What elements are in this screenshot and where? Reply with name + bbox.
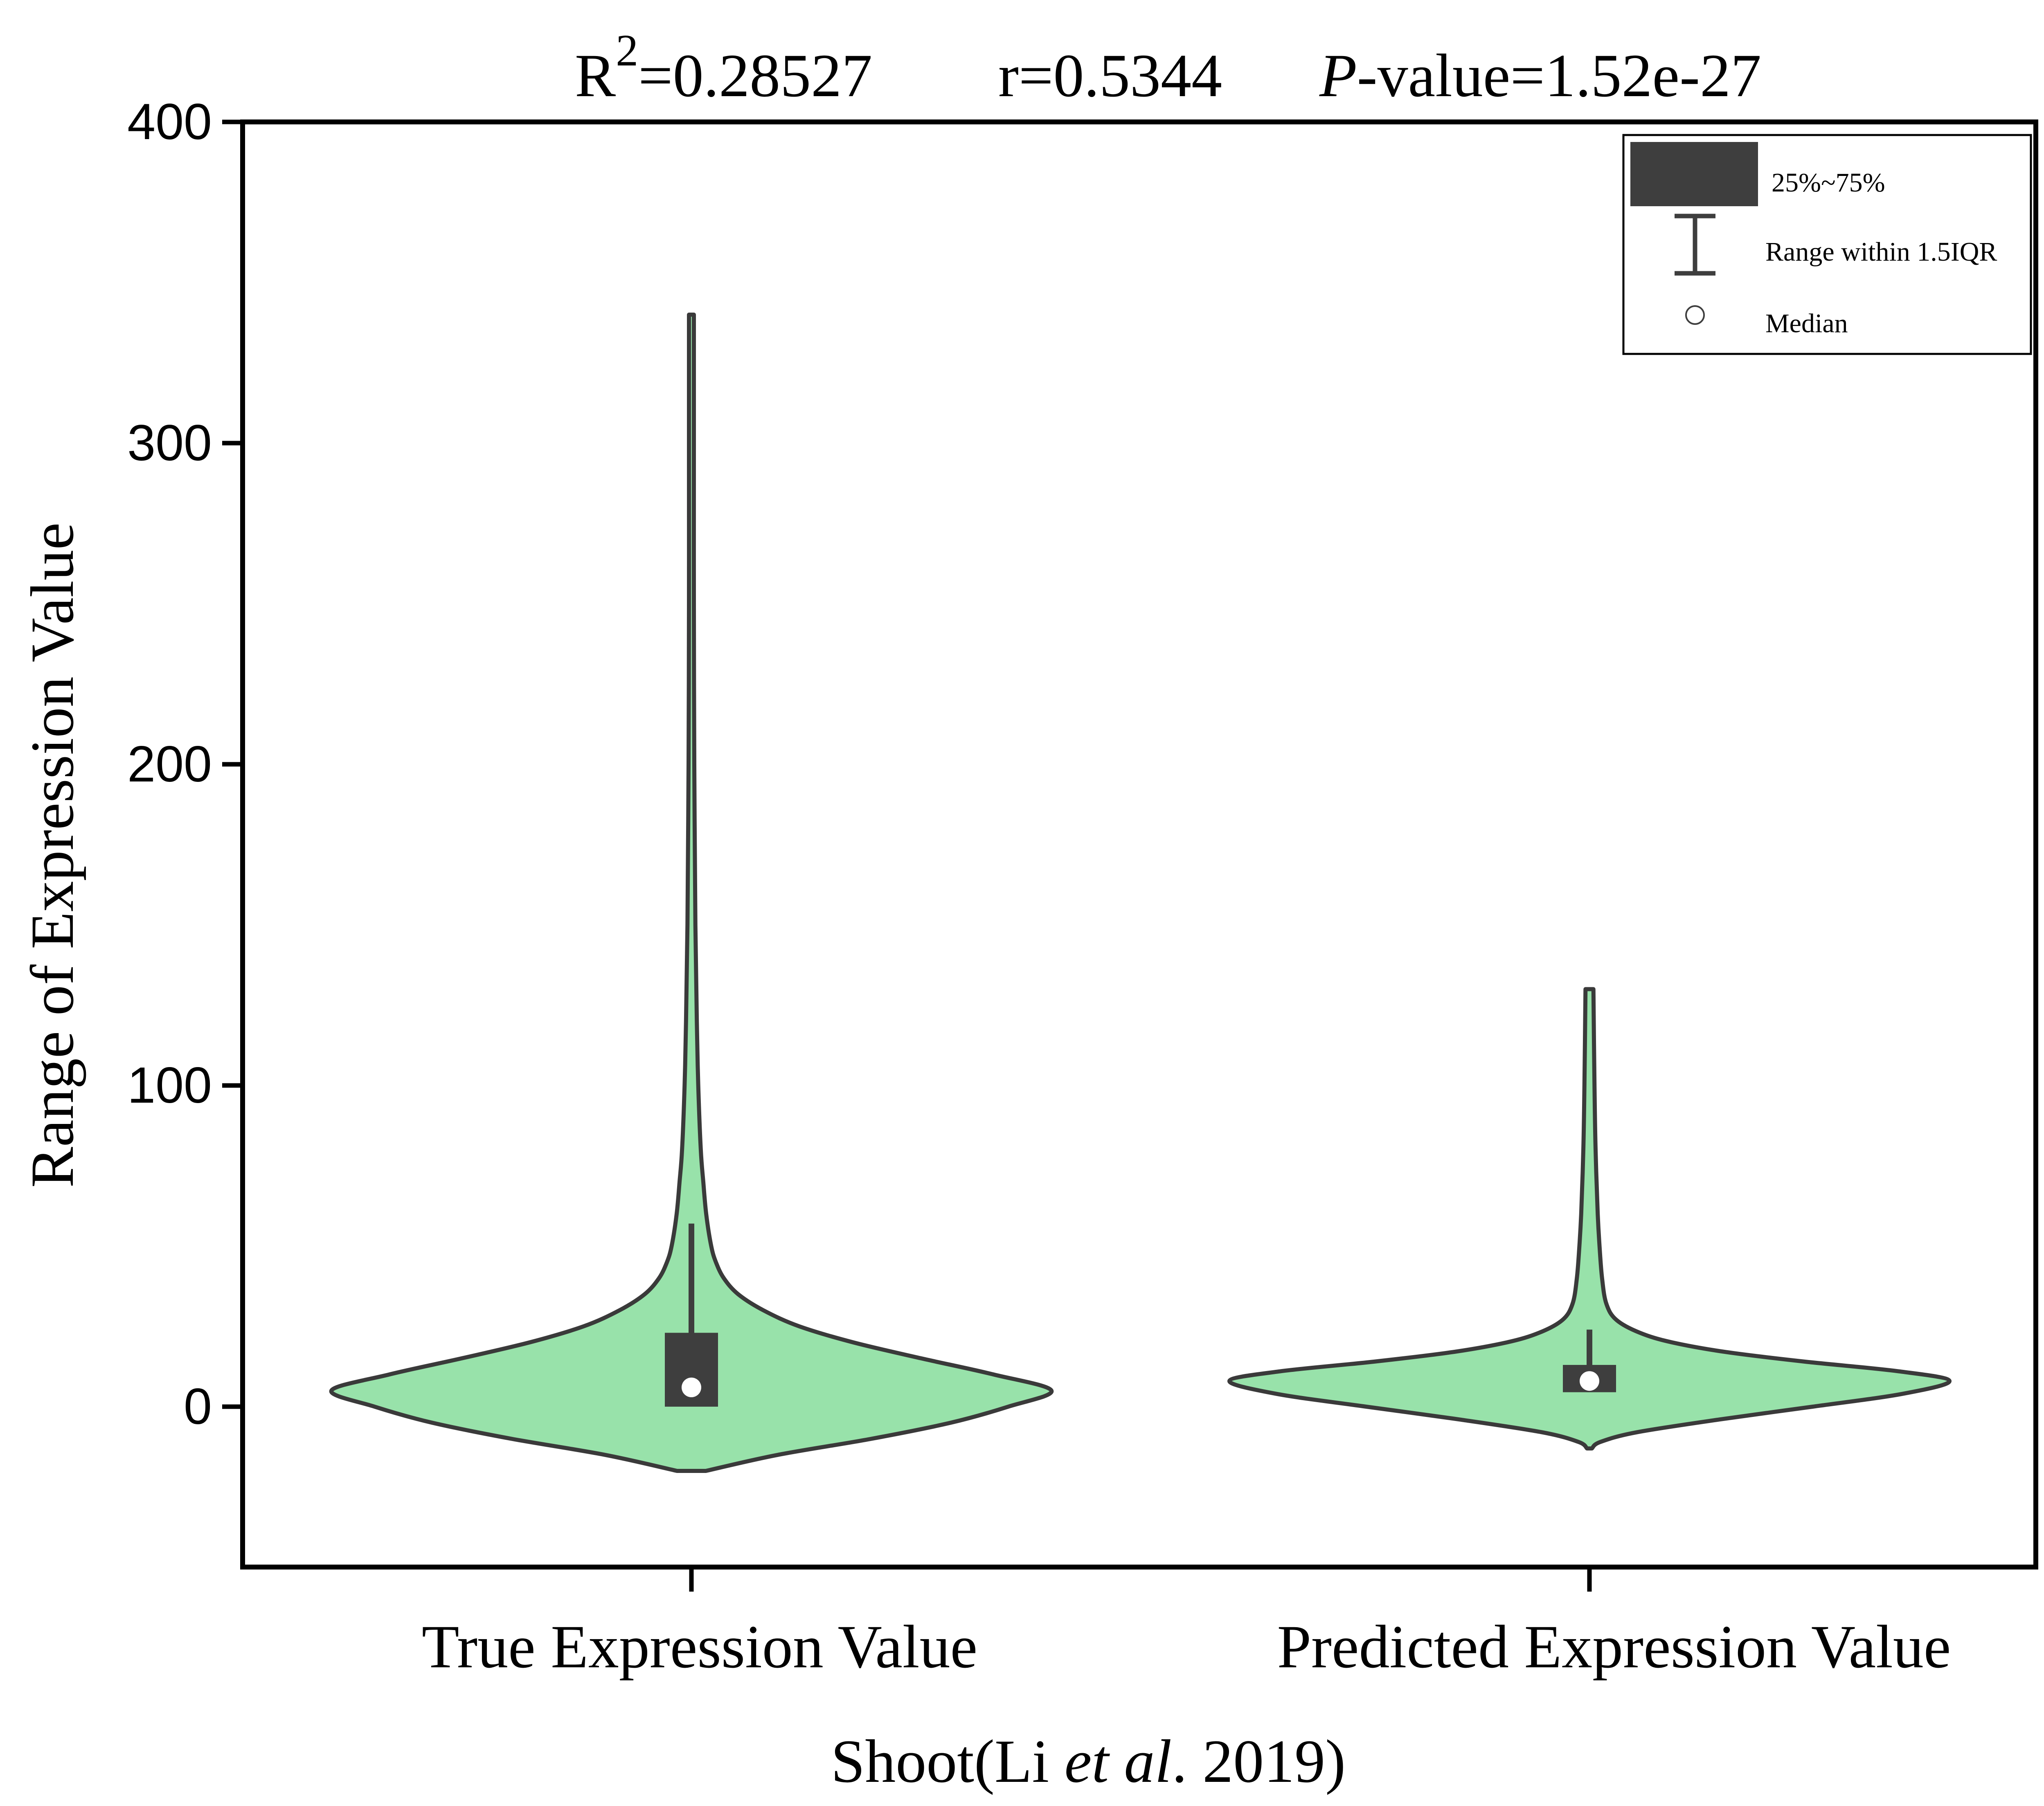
legend-median-label: Median bbox=[1765, 309, 1848, 338]
legend-box-swatch bbox=[1630, 142, 1758, 206]
y-tick-label-400: 400 bbox=[127, 94, 212, 150]
plot-frame bbox=[240, 119, 2038, 1570]
violin-predicted bbox=[1227, 987, 1952, 1451]
title-p-italic: P bbox=[1319, 42, 1357, 110]
legend-box-label: 25%~75% bbox=[1772, 168, 1885, 198]
title-p-value: -value=1.52e-27 bbox=[1357, 42, 1761, 110]
y-tick-label-200: 200 bbox=[127, 736, 212, 793]
y-axis: 0 100 200 300 400 bbox=[127, 94, 243, 1435]
median-marker-predicted bbox=[1580, 1371, 1599, 1391]
legend-whisker-label: Range within 1.5IQR bbox=[1765, 237, 1997, 267]
chart-title: R2=0.28527 r=0.5344 P-value=1.52e-27 bbox=[575, 25, 1761, 110]
x-axis-label-italic: et al bbox=[1065, 1727, 1172, 1795]
x-axis-label: Shoot(Li et al. 2019) bbox=[831, 1727, 1346, 1795]
y-axis-label: Range of Expression Value bbox=[18, 522, 86, 1188]
x-axis-label-suffix: . 2019) bbox=[1172, 1727, 1346, 1795]
title-r2-value: =0.28527 bbox=[638, 42, 872, 110]
x-tick-label-0: True Expression Value bbox=[422, 1613, 977, 1681]
violin-true bbox=[329, 313, 1054, 1473]
title-r2-superscript: 2 bbox=[616, 25, 638, 75]
title-r2-label: R bbox=[575, 42, 616, 110]
x-axis-label-prefix: Shoot(Li bbox=[831, 1727, 1065, 1795]
y-tick-label-300: 300 bbox=[127, 415, 212, 471]
y-tick-label-100: 100 bbox=[127, 1057, 212, 1114]
plot-layer bbox=[329, 313, 1952, 1473]
y-tick-label-0: 0 bbox=[184, 1378, 212, 1435]
median-marker-true bbox=[682, 1377, 701, 1397]
x-axis: True Expression Value Predicted Expressio… bbox=[422, 1567, 1951, 1681]
legend-median-marker bbox=[1685, 305, 1705, 325]
x-tick-label-1: Predicted Expression Value bbox=[1277, 1613, 1951, 1681]
legend: 25%~75% Range within 1.5IQR Median bbox=[1622, 134, 2032, 355]
title-r-value: r=0.5344 bbox=[998, 42, 1222, 110]
